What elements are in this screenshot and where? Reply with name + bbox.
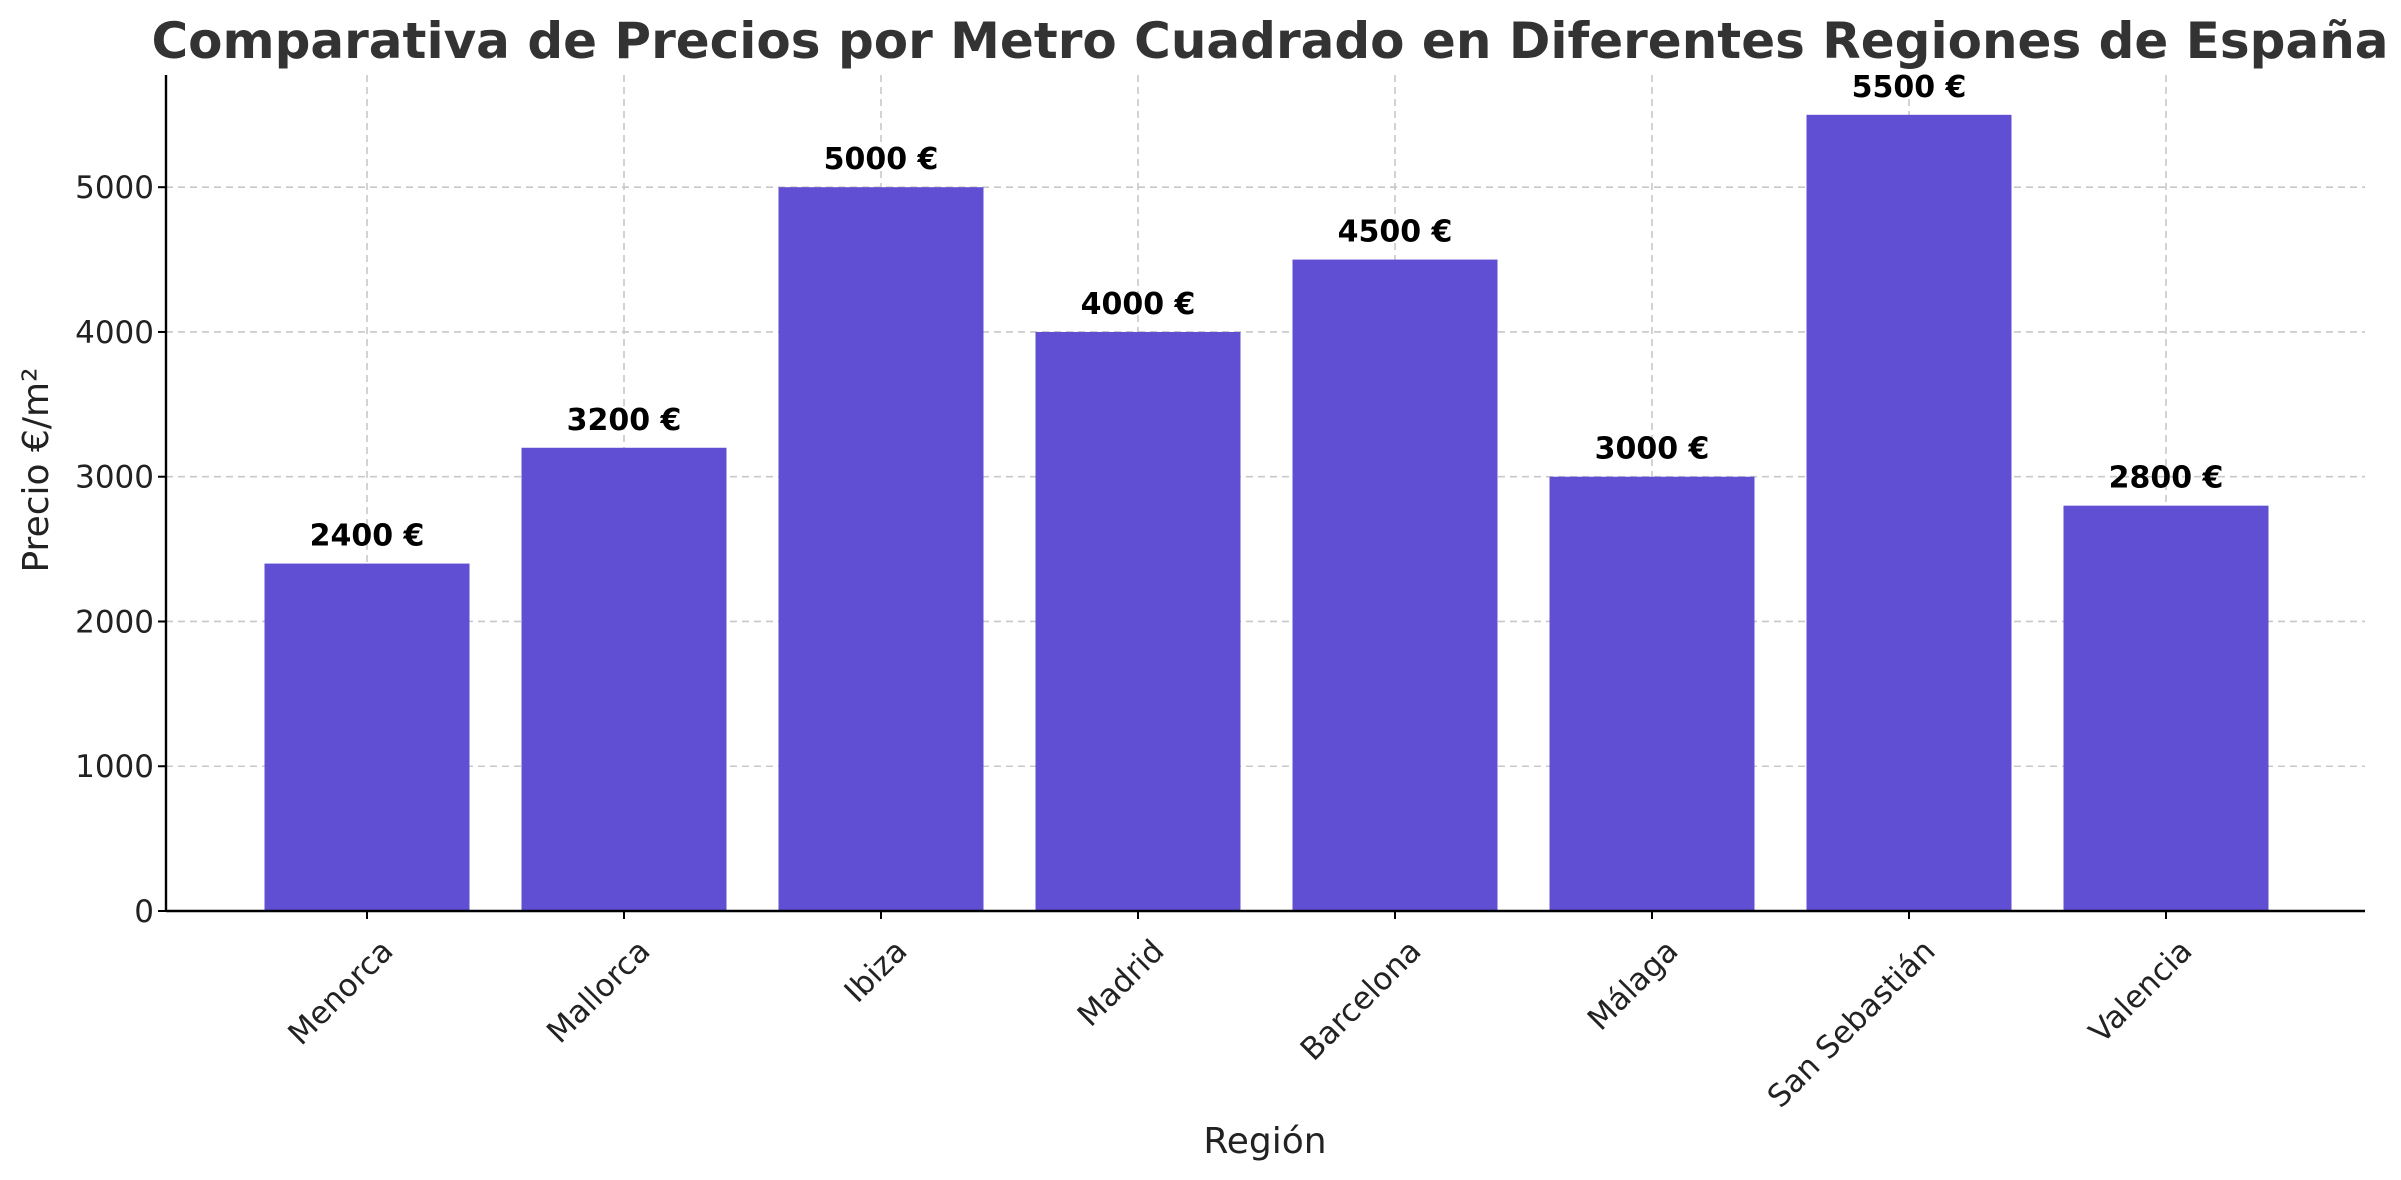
x-tick-label: Málaga <box>1581 933 1686 1038</box>
x-axis-label: Región <box>1203 1121 1326 1162</box>
y-tick-label: 5000 <box>75 170 154 206</box>
data-label: 3200 € <box>567 403 682 438</box>
y-tick-label: 1000 <box>75 749 154 785</box>
axis-layer <box>158 75 2365 919</box>
x-tick-label: Mallorca <box>540 933 657 1050</box>
bar <box>264 563 470 911</box>
y-axis-label: Precio €/m² <box>16 367 57 572</box>
x-tick-label: Madrid <box>1071 933 1172 1034</box>
y-tick-label: 0 <box>134 894 154 930</box>
data-label: 5000 € <box>824 142 939 177</box>
x-tick-label: Ibiza <box>838 933 915 1010</box>
bar <box>1549 476 1755 911</box>
data-label: 3000 € <box>1595 432 1710 467</box>
data-label: 5500 € <box>1852 70 1967 105</box>
data-label: 2400 € <box>310 519 425 554</box>
x-tick-label: Menorca <box>281 933 400 1052</box>
bar <box>521 447 727 911</box>
data-label: 4000 € <box>1081 287 1196 322</box>
chart-title: Comparativa de Precios por Metro Cuadrad… <box>151 12 2388 70</box>
grid-layer <box>166 75 2365 912</box>
bar <box>2063 505 2269 911</box>
bar <box>1806 114 2012 912</box>
x-tick-label: Barcelona <box>1294 933 1429 1068</box>
x-tick-label: Valencia <box>2082 933 2199 1050</box>
bar <box>1292 259 1498 912</box>
bar-layer <box>264 114 2269 912</box>
x-tick-label: San Sebastián <box>1761 933 1943 1115</box>
bar <box>778 187 984 911</box>
y-tick-label: 4000 <box>75 315 154 351</box>
data-label: 2800 € <box>2109 461 2224 496</box>
y-tick-label: 2000 <box>75 604 154 640</box>
y-tick-label: 3000 <box>75 460 154 496</box>
data-label: 4500 € <box>1338 215 1453 250</box>
bar <box>1035 331 1241 911</box>
